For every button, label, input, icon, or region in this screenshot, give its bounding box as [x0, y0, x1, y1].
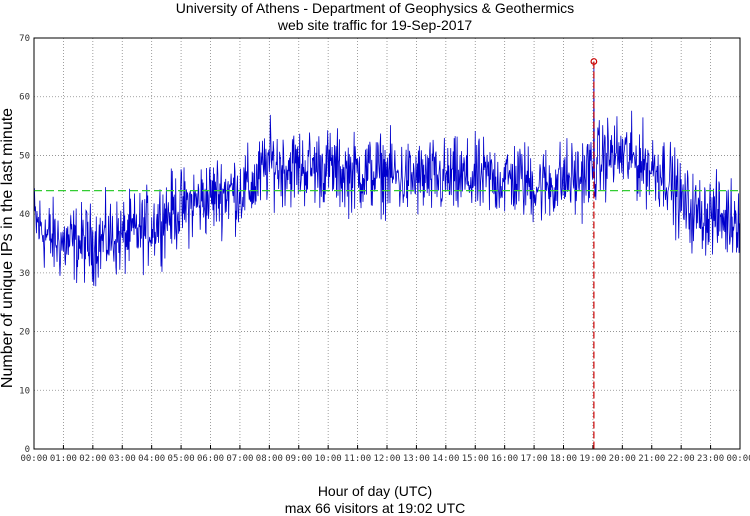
- x-tick-label: 10:00: [315, 454, 342, 464]
- x-tick-label: 01:00: [50, 454, 77, 464]
- x-tick-label: 09:00: [285, 454, 312, 464]
- plot-frame: [33, 37, 741, 450]
- max-marker-point: [590, 58, 598, 65]
- y-tick-label: 30: [19, 269, 30, 279]
- overlays: [34, 58, 740, 449]
- x-tick-label: 00:00: [20, 454, 47, 464]
- x-tick-label: 16:00: [491, 454, 518, 464]
- grid: [34, 38, 740, 449]
- series-line: [33, 61, 740, 287]
- x-tick-label: 14:00: [432, 454, 459, 464]
- y-tick-label: 10: [19, 386, 30, 396]
- chart-title: University of Athens - Department of Geo…: [175, 0, 575, 16]
- x-tick-label: 15:00: [462, 454, 489, 464]
- x-tick-label: 02:00: [79, 454, 106, 464]
- x-tick-label: 23:00: [697, 454, 724, 464]
- x-axis-label: Hour of day (UTC): [317, 483, 433, 499]
- x-tick-label: 22:00: [668, 454, 695, 464]
- series-group: [33, 61, 740, 287]
- chart-caption: max 66 visitors at 19:02 UTC: [284, 500, 466, 516]
- x-tick-label: 12:00: [373, 454, 400, 464]
- x-tick-label: 07:00: [226, 454, 253, 464]
- y-ticks: 0 10 20 30 40 50 60 70: [19, 34, 30, 455]
- y-tick-label: 40: [19, 210, 30, 220]
- x-tick-label: 06:00: [197, 454, 224, 464]
- x-tick-label: 05:00: [168, 454, 195, 464]
- x-tick-label: 03:00: [109, 454, 136, 464]
- y-tick-label: 50: [19, 151, 30, 161]
- x-tick-label: 18:00: [550, 454, 577, 464]
- x-tick-label: 19:00: [579, 454, 606, 464]
- x-tick-label: 00:00: [726, 454, 750, 464]
- y-tick-label: 60: [19, 93, 30, 103]
- x-tick-label: 08:00: [256, 454, 283, 464]
- x-tick-label: 11:00: [344, 454, 371, 464]
- y-tick-label: 70: [19, 34, 30, 44]
- x-tick-label: 04:00: [138, 454, 165, 464]
- chart-subtitle: web site traffic for 19-Sep-2017: [277, 17, 473, 33]
- x-tick-label: 17:00: [521, 454, 548, 464]
- x-ticks: 00:00 01:00 02:00 03:00 04:00 05:00 06:00 07:00…: [20, 445, 750, 464]
- x-tick-label: 20:00: [609, 454, 636, 464]
- y-tick-label: 0: [25, 445, 30, 455]
- x-tick-label: 13:00: [403, 454, 430, 464]
- y-tick-label: 20: [19, 328, 30, 338]
- x-tick-label: 21:00: [638, 454, 665, 464]
